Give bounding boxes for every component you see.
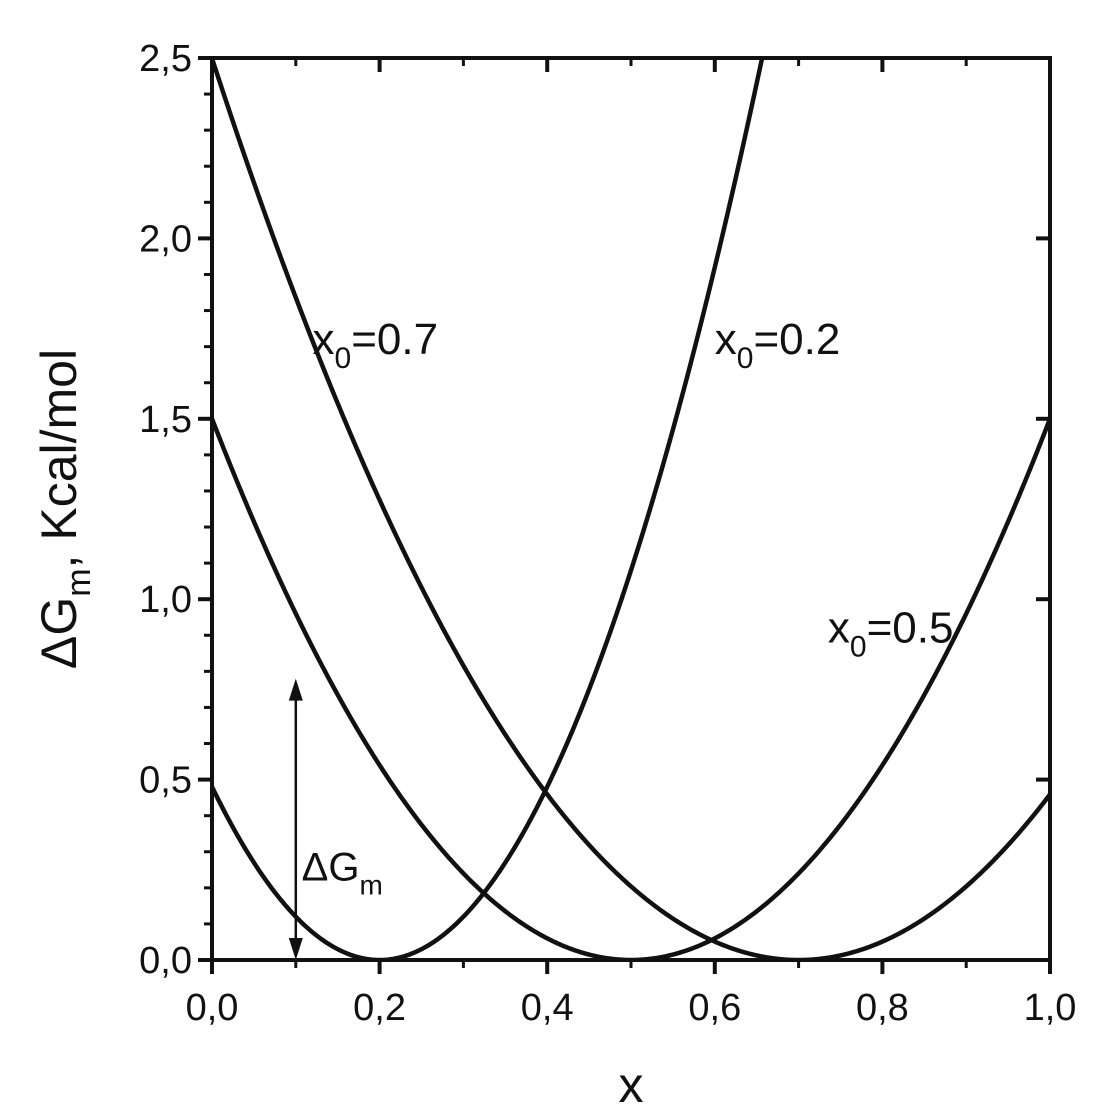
y-tick-label: 2,0 [139,218,192,260]
series-label-main: x [313,315,335,364]
arrow-head-down [288,938,303,960]
x-tick-label: 0,4 [521,987,574,1029]
plot-frame [210,56,1052,962]
series-label-sub: 0 [850,630,867,663]
x-tick-label: 0,2 [353,987,406,1029]
arrow-head-up [288,678,303,701]
series-label: x0=0.7 [313,315,439,375]
arrow-label: ΔGm [302,846,383,901]
series-label-sub: 0 [737,342,754,375]
x-axis: 0,0 0,2 0,4 0,6 0,8 1,0 [186,58,1077,1029]
curves [212,58,1050,960]
y-axis: 0,0 0,5 1,0 1,5 2,0 2,5 [139,38,1050,982]
series-label-rest: =0.7 [351,315,438,364]
series-label-rest: =0.5 [867,603,954,652]
series-label-sub: 0 [335,342,352,375]
y-tick-label: 0,5 [139,760,192,802]
series-line-1 [212,58,765,960]
arrow-annotation: ΔGm [288,678,383,960]
series-label: x0=0.5 [828,603,954,663]
series-labels: x0=0.7 x0=0.2x0=0.5 [313,315,954,664]
x-tick-label: 0,6 [688,987,741,1029]
series-line-2 [212,417,1050,960]
arrow-label-sub: m [360,870,383,901]
y-tick-label: 0,0 [139,940,192,982]
y-axis-title: ΔGm, Kcal/mol [31,349,98,669]
y-axis-title-main: ΔG [31,597,87,669]
x-tick-label: 0,8 [856,987,909,1029]
series-label-main: x [828,603,850,652]
arrow-label-main: ΔG [302,846,360,890]
y-tick-label: 1,0 [139,579,192,621]
x-tick-label: 0,0 [186,987,239,1029]
x-axis-title: x [619,1057,644,1113]
x-tick-label: 1,0 [1024,987,1077,1029]
series-label-main: x [715,315,737,364]
series-label: x0=0.2 [715,315,841,375]
y-tick-label: 2,5 [139,38,192,80]
y-tick-label: 1,5 [139,399,192,441]
y-axis-title-rest: , Kcal/mol [31,349,87,569]
y-axis-title-sub: m [60,568,98,596]
series-label-rest: =0.2 [753,315,840,364]
series-line-3 [212,58,1050,960]
